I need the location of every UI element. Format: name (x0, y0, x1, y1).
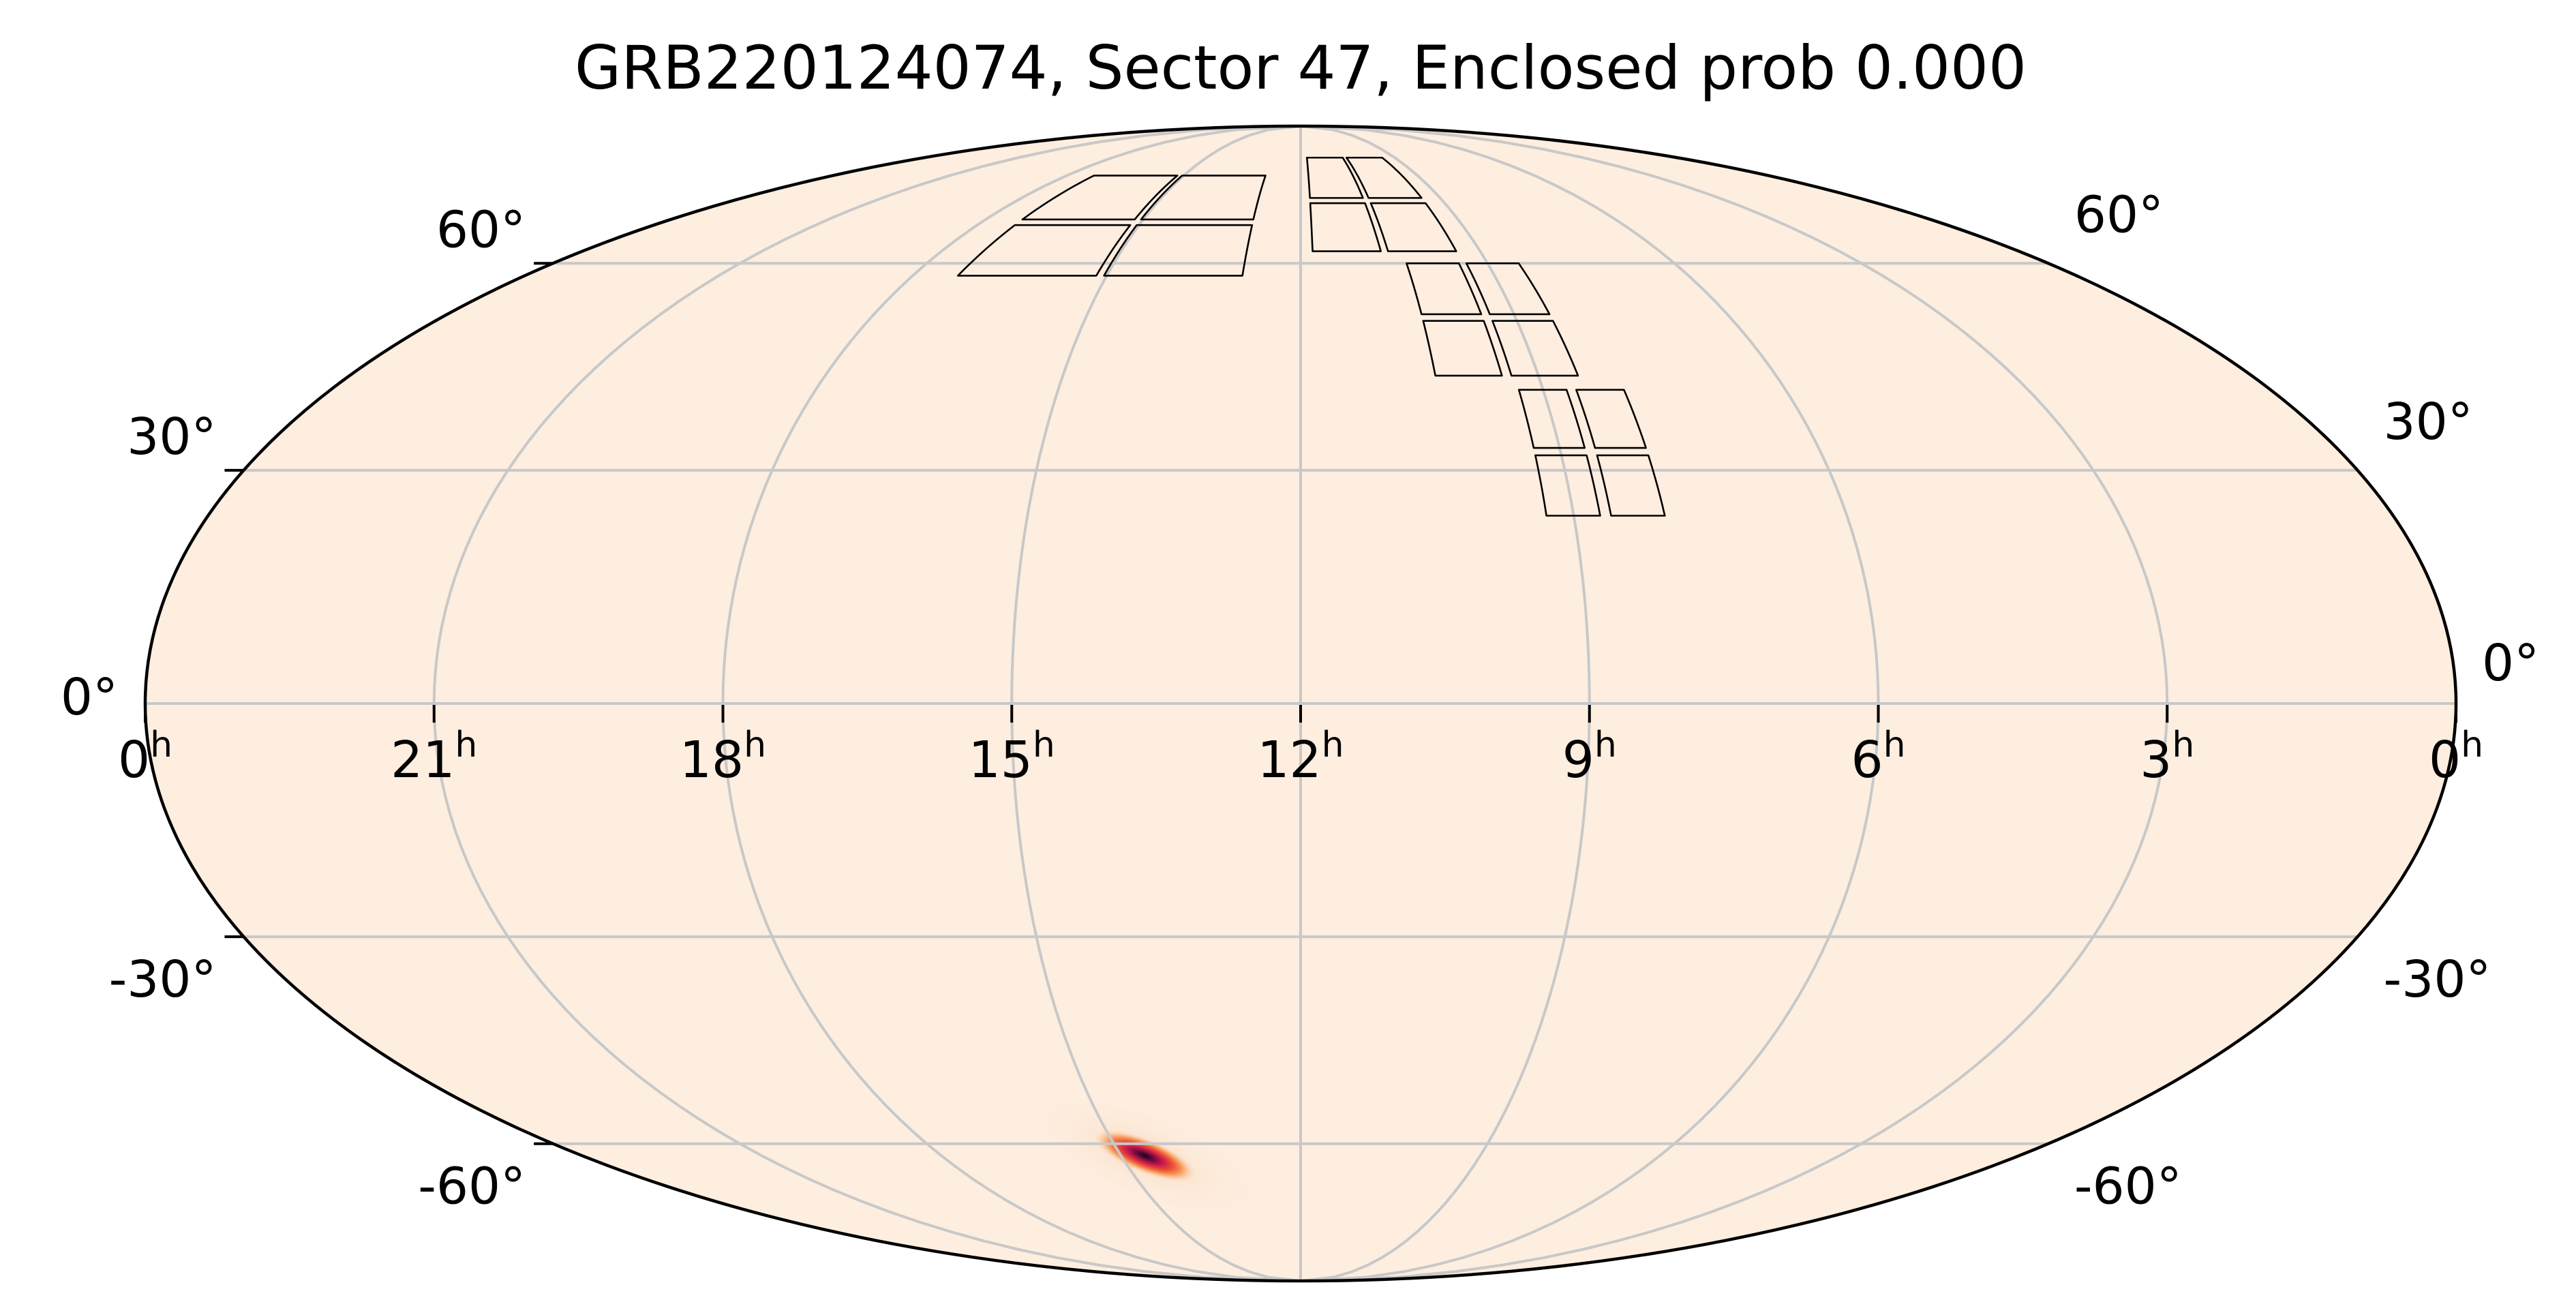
ccd-tile-3-4 (1345, 156, 1423, 199)
dec-tick-label-left: 30° (127, 408, 216, 466)
footprint-camera-4 (956, 175, 1267, 277)
meridian-3h (1300, 125, 2169, 1282)
ccd-tile-4-4 (1140, 175, 1267, 221)
ccd-tile-4-3 (1021, 175, 1179, 221)
dec-tick-label-left: 60° (436, 200, 526, 259)
map-outline (143, 124, 2458, 1283)
footprint-camera-1 (1517, 389, 1666, 517)
ccd-tile-1-3 (1517, 389, 1586, 449)
sector-footprint (956, 156, 1666, 517)
ccd-tile-4-1 (956, 224, 1132, 277)
ccd-tile-3-1 (1309, 202, 1382, 252)
ccd-tile-4-2 (1103, 224, 1254, 277)
ccd-tile-2-2 (1491, 320, 1579, 377)
dec-tick-label-right: -30° (2384, 950, 2491, 1009)
dec-axis: 60° 60° 30° 30° 0° 0° -30° -30° -60° -60° (61, 185, 2539, 1215)
meridian-15h (1010, 125, 1301, 1282)
dec-tick-label-right: 0° (2482, 634, 2539, 693)
dec-tick-label-left: -60° (418, 1158, 526, 1216)
meridian-18h (721, 125, 1301, 1282)
ccd-tile-2-1 (1422, 320, 1503, 377)
ra-axis: 0h 21h 18h 15h 12h 9h 6h 3h 0h (118, 705, 2483, 789)
ccd-tile-1-4 (1575, 389, 1647, 449)
meridian-21h (432, 125, 1301, 1282)
dec-tick-label-left: -30° (109, 950, 217, 1009)
dec-tick-label-right: -60° (2074, 1158, 2182, 1216)
dec-tick-label-left: 0° (61, 668, 118, 727)
footprint-camera-3 (1305, 156, 1457, 252)
dec-tick-label-right: 30° (2384, 393, 2473, 451)
chart-title: GRB220124074, Sector 47, Enclosed prob 0… (575, 33, 2027, 103)
ccd-tile-1-2 (1596, 454, 1666, 517)
ra-tick-label: 15h (969, 725, 1055, 789)
meridian-6h (1300, 125, 1880, 1282)
footprint-camera-2 (1406, 262, 1579, 377)
ccd-tile-3-3 (1305, 156, 1364, 199)
ccd-tile-3-2 (1369, 202, 1457, 252)
ra-tick-label: 0h (2429, 725, 2483, 789)
ccd-tile-2-4 (1465, 262, 1551, 316)
mollweide-map (143, 124, 2458, 1283)
dec-tick-label-right: 60° (2074, 185, 2164, 244)
ccd-tile-1-1 (1534, 454, 1601, 517)
ccd-tile-2-3 (1406, 262, 1483, 316)
